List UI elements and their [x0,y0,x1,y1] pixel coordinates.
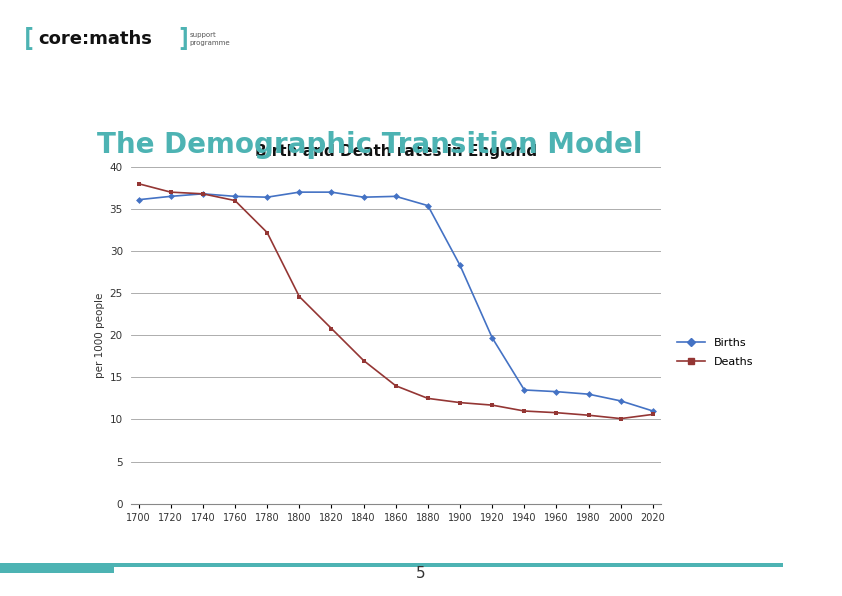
Births [455,262,465,269]
Text: [: [ [21,27,36,51]
Y-axis label: per 1000 people: per 1000 people [95,293,105,378]
Births [647,408,658,415]
Births [391,193,401,200]
Deaths [262,229,272,236]
Births [423,202,433,209]
Deaths [423,395,433,402]
Text: 5: 5 [416,566,426,581]
Deaths [455,399,465,406]
Births [294,188,304,195]
Deaths [230,197,240,204]
Text: core:maths: core:maths [39,30,152,48]
Deaths [616,415,626,422]
Line: Deaths: Deaths [136,181,655,421]
Births [198,190,208,197]
Deaths [198,190,208,197]
Births [166,193,176,200]
Births [552,388,562,395]
Title: Birth and Death rates in England: Birth and Death rates in England [254,144,537,159]
Deaths [359,357,369,364]
Deaths [488,402,498,409]
Deaths [134,180,144,187]
Deaths [294,293,304,300]
Legend: Births, Deaths: Births, Deaths [677,338,754,367]
Births [327,188,337,195]
Births [230,193,240,200]
Births [262,194,272,201]
Deaths [520,408,530,415]
Deaths [327,325,337,332]
Deaths [584,412,594,419]
Births [488,334,498,342]
Text: support
programme: support programme [189,32,231,46]
Deaths [552,409,562,416]
Text: ]: ] [177,27,192,51]
Text: The Demographic Transition Model: The Demographic Transition Model [97,131,642,159]
Line: Births: Births [136,190,655,414]
Births [520,386,530,393]
Deaths [166,188,176,195]
Deaths [391,382,401,389]
Births [616,398,626,405]
Deaths [647,411,658,418]
Births [584,390,594,398]
Births [134,196,144,203]
Births [359,194,369,201]
